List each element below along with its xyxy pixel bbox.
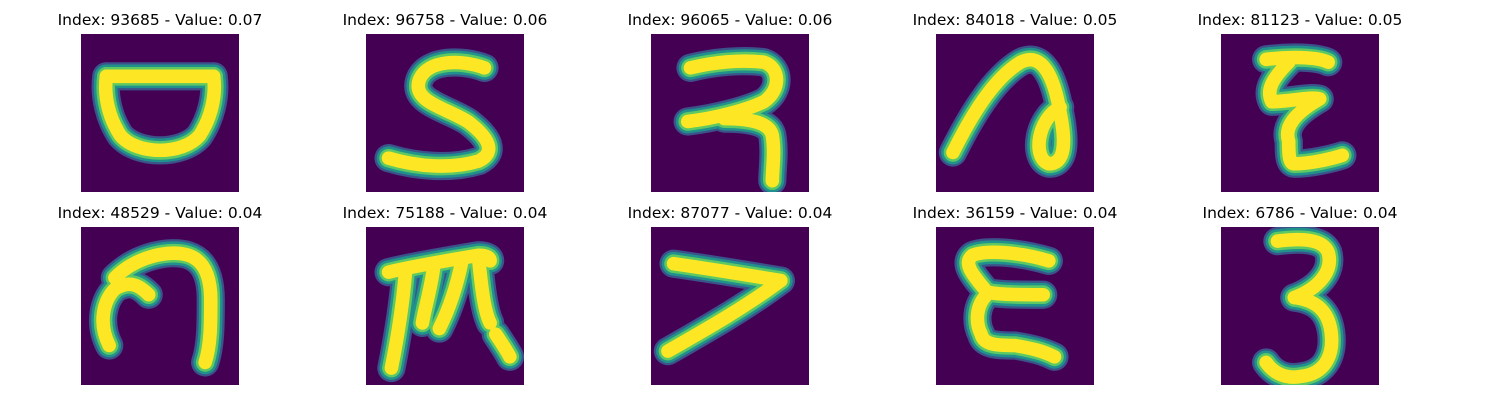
image-panel: Index: 36159 - Value: 0.04 (895, 193, 1135, 385)
zigzag-shape-glyph (1221, 34, 1379, 192)
image-panel: Index: 96065 - Value: 0.06 (610, 0, 850, 192)
handwritten-glyph-image (81, 227, 239, 385)
glyph-stroke (666, 256, 788, 288)
panel-title: Index: 36159 - Value: 0.04 (912, 204, 1118, 222)
panel-title: Index: 81123 - Value: 0.05 (1197, 11, 1403, 29)
glyph-stroke (1262, 55, 1350, 171)
glyph-stroke (1259, 50, 1335, 69)
glyph-stroke (661, 273, 788, 358)
image-panel: Index: 81123 - Value: 0.05 (1180, 0, 1420, 192)
glyph-stroke (970, 287, 1062, 364)
panel-title: Index: 48529 - Value: 0.04 (57, 204, 263, 222)
glyph-stroke (717, 111, 781, 188)
handwritten-glyph-image (1221, 227, 1379, 385)
glyph-stroke (108, 246, 218, 370)
three-shape-glyph (1221, 227, 1379, 385)
glyph-stroke (472, 254, 497, 330)
panel-title: Index: 96758 - Value: 0.06 (342, 11, 548, 29)
panel-title: Index: 6786 - Value: 0.04 (1202, 204, 1398, 222)
image-panel: Index: 48529 - Value: 0.04 (40, 193, 280, 385)
image-panel: Index: 93685 - Value: 0.07 (40, 0, 280, 192)
handwritten-glyph-image (936, 34, 1094, 192)
ra-shape-glyph (651, 34, 809, 192)
glyph-stroke (98, 69, 222, 158)
handwritten-glyph-image (651, 227, 809, 385)
panel-title: Index: 93685 - Value: 0.07 (57, 11, 263, 29)
ma-shape-glyph (366, 227, 524, 385)
glyph-stroke (384, 265, 413, 375)
glyph-stroke (415, 259, 441, 330)
glyph-stroke (946, 53, 1071, 171)
glyph-stroke (489, 327, 517, 364)
image-panel: Index: 84018 - Value: 0.05 (895, 0, 1135, 192)
panel-title: Index: 75188 - Value: 0.04 (342, 204, 548, 222)
bowl-shape-glyph (81, 34, 239, 192)
seven-shape-glyph (651, 227, 809, 385)
glyph-stroke (432, 254, 469, 336)
glyph-stroke (961, 245, 1056, 302)
panel-title: Index: 96065 - Value: 0.06 (627, 11, 833, 29)
handwritten-glyph-image (81, 34, 239, 192)
panel-title: Index: 84018 - Value: 0.05 (912, 11, 1118, 29)
image-panel: Index: 75188 - Value: 0.04 (325, 193, 565, 385)
loop-shape-glyph (936, 34, 1094, 192)
glyph-stroke (381, 55, 496, 173)
epsilon-shape-glyph (936, 227, 1094, 385)
image-panel: Index: 6786 - Value: 0.04 (1180, 193, 1420, 385)
handwritten-glyph-image (651, 34, 809, 192)
panel-title: Index: 87077 - Value: 0.04 (627, 204, 833, 222)
image-panel: Index: 87077 - Value: 0.04 (610, 193, 850, 385)
glyph-stroke (96, 277, 156, 353)
handwritten-glyph-image (1221, 34, 1379, 192)
hook-shape-glyph (81, 227, 239, 385)
s-shape-glyph (366, 34, 524, 192)
image-panel: Index: 96758 - Value: 0.06 (325, 0, 565, 192)
handwritten-glyph-image (366, 227, 524, 385)
handwritten-glyph-image (366, 34, 524, 192)
glyph-stroke (1270, 232, 1337, 305)
handwritten-glyph-image (936, 227, 1094, 385)
glyph-stroke (1259, 290, 1339, 384)
